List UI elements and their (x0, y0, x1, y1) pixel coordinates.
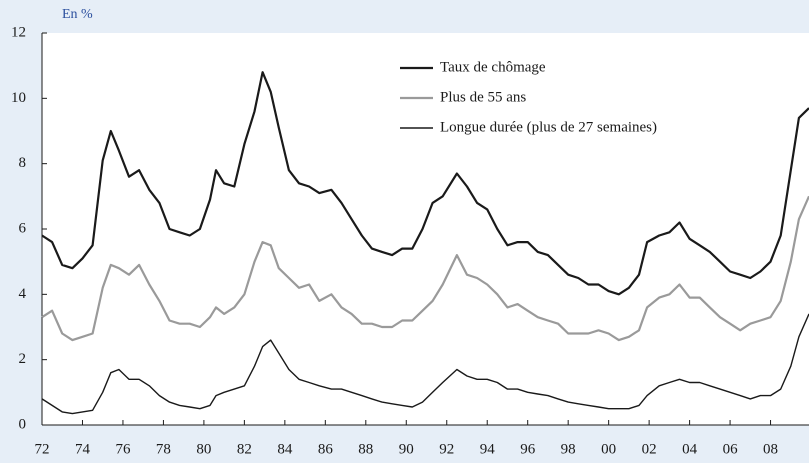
y-tick-label: 10 (11, 90, 26, 106)
x-tick-label: 02 (642, 441, 657, 457)
y-tick-label: 4 (19, 286, 27, 302)
x-tick-label: 86 (318, 441, 334, 457)
unit-label: En % (62, 7, 93, 22)
x-tick-label: 96 (520, 441, 536, 457)
x-tick-label: 78 (156, 441, 171, 457)
x-tick-label: 04 (682, 441, 698, 457)
y-tick-label: 0 (19, 416, 27, 432)
x-tick-label: 72 (35, 441, 50, 457)
legend-label: Longue durée (plus de 27 semaines) (440, 119, 657, 135)
series-line (41, 195, 809, 342)
series-line (41, 313, 809, 415)
legend-label: Plus de 55 ans (440, 89, 526, 105)
x-tick-label: 74 (75, 441, 91, 457)
x-tick-label: 06 (723, 441, 739, 457)
x-tick-label: 82 (237, 441, 252, 457)
x-tick-label: 84 (277, 441, 293, 457)
x-tick-label: 98 (561, 441, 576, 457)
x-tick-label: 08 (763, 441, 778, 457)
x-tick-label: 88 (358, 441, 373, 457)
y-tick-label: 8 (19, 155, 27, 171)
x-tick-label: 80 (196, 441, 211, 457)
y-tick-label: 12 (11, 24, 26, 40)
x-tick-label: 76 (115, 441, 131, 457)
x-tick-label: 00 (601, 441, 616, 457)
x-tick-label: 94 (480, 441, 496, 457)
plot-area (42, 33, 809, 425)
series-line (41, 71, 809, 296)
y-tick-label: 2 (19, 351, 27, 367)
legend-label: Taux de chômage (440, 59, 546, 75)
x-tick-label: 92 (439, 441, 454, 457)
x-tick-label: 90 (399, 441, 414, 457)
y-tick-label: 6 (19, 220, 27, 236)
